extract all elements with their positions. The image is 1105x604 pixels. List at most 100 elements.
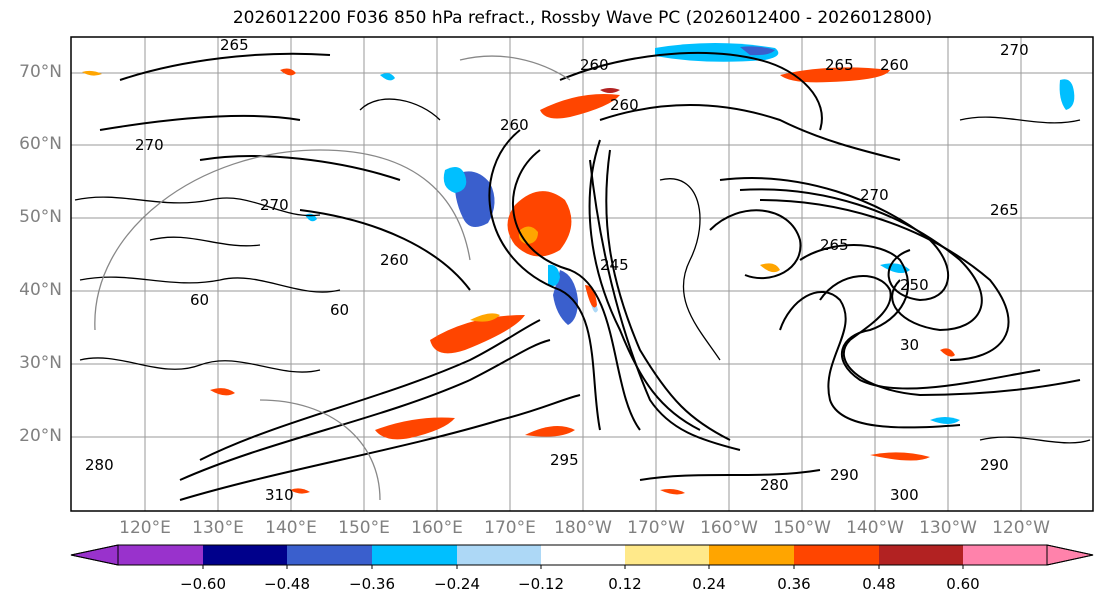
contour-line	[119, 52, 331, 81]
contour-value-label: 290	[830, 466, 859, 484]
contour-value-label: 270	[1000, 41, 1029, 59]
contour-value-label: 260	[500, 116, 529, 134]
contour-line	[511, 149, 641, 431]
shade-blue-blob	[553, 270, 578, 325]
contour-line	[79, 276, 341, 293]
colorbar-outline	[70, 544, 1094, 566]
contour-value-label: 270	[860, 186, 889, 204]
colorbar-segment	[625, 545, 709, 565]
shade-red-blob	[585, 285, 597, 308]
contour-line	[149, 236, 261, 247]
colorbar	[70, 544, 1094, 569]
shade-red-blob	[82, 70, 102, 76]
shade-blue-blob	[548, 264, 560, 286]
contour-value-label: 60	[330, 301, 349, 319]
shade-red-blob	[660, 489, 685, 495]
contour-line	[979, 436, 1091, 444]
colorbar-tick-label: −0.12	[518, 575, 564, 593]
latitude-label: 30°N	[19, 353, 62, 373]
shade-red-blob	[870, 452, 930, 461]
shade-red-blob	[940, 348, 955, 357]
colorbar-segment	[372, 545, 457, 565]
shade-blue-blob	[740, 46, 775, 56]
shade-blue-blob	[1059, 79, 1075, 110]
shade-red-blob	[780, 67, 890, 83]
shade-red-blob	[290, 488, 310, 494]
contour-value-label: 265	[220, 36, 249, 54]
longitude-label: 120°W	[992, 518, 1050, 538]
contour-line	[588, 139, 701, 431]
longitude-label: 170°W	[627, 518, 685, 538]
contour-value-label: 290	[980, 456, 1009, 474]
contour-value-label: 265	[825, 56, 854, 74]
graticule	[71, 37, 1093, 511]
longitude-label: 160°W	[700, 518, 758, 538]
contour-line	[719, 177, 949, 302]
contour-value-label: 260	[380, 251, 409, 269]
longitude-label: 140°W	[846, 518, 904, 538]
shade-blue-blob	[380, 73, 395, 81]
contour-value-label: 295	[550, 451, 579, 469]
contour-line	[199, 155, 401, 181]
contour-value-label: 265	[990, 201, 1019, 219]
shade-blue-blob	[443, 166, 467, 193]
contour-line	[559, 51, 823, 131]
contour-line	[179, 339, 551, 481]
contour-line	[639, 469, 821, 481]
latitude-label: 40°N	[19, 280, 62, 300]
contour-label-layer: 265 260 265 260 270 260 270 270 260 260 245 265 250 2…	[85, 36, 1029, 504]
map-title: 2026012200 F036 850 hPa refract., Rossby…	[232, 8, 933, 28]
longitude-label: 130°E	[192, 518, 244, 538]
colorbar-segment	[287, 545, 372, 565]
contour-line	[179, 394, 581, 501]
contour-line	[299, 209, 471, 291]
contour-line	[599, 104, 901, 161]
contours	[99, 51, 1081, 501]
contour-value-label: 30	[900, 336, 919, 354]
longitude-label: 130°W	[919, 518, 977, 538]
overlay-arc	[259, 399, 381, 501]
contour-line	[779, 290, 961, 429]
colorbar-tick-label: −0.36	[349, 575, 395, 593]
latitude-label: 50°N	[19, 207, 62, 227]
contour-value-label: 245	[600, 256, 629, 274]
colorbar-min-extension	[70, 544, 119, 566]
gray-overlay-arcs	[94, 55, 571, 501]
longitude-label: 170°E	[484, 518, 536, 538]
contour-value-label: 260	[610, 96, 639, 114]
colorbar-tick-label: 0.36	[777, 575, 811, 593]
contour-line	[659, 178, 721, 361]
colorbar-segment	[963, 545, 1047, 565]
longitude-label: 160°E	[411, 518, 463, 538]
colorbar-tick-label: −0.60	[180, 575, 226, 593]
contour-value-label: 280	[85, 456, 114, 474]
shade-red-blob	[540, 94, 620, 119]
shade-blue-blob	[930, 417, 960, 424]
contour-line	[819, 275, 1081, 397]
colorbar-segment	[879, 545, 963, 565]
contour-value-label: 260	[580, 56, 609, 74]
shaded-anomalies	[82, 43, 1075, 495]
shade-red-blob	[525, 426, 575, 437]
contour-value-label: 270	[135, 136, 164, 154]
colorbar-tick-label: −0.24	[434, 575, 480, 593]
contour-value-label: 265	[820, 236, 849, 254]
longitude-label: 120°E	[119, 518, 171, 538]
contour-line	[99, 114, 301, 131]
contour-line	[709, 209, 802, 280]
shade-red-blob	[470, 313, 500, 322]
shade-red-blob	[760, 263, 780, 273]
contour-line	[605, 149, 731, 441]
contour-line	[799, 244, 1041, 390]
contour-line	[488, 129, 601, 431]
colorbar-tick-label: 0.48	[862, 575, 896, 593]
colorbar-segment	[118, 545, 203, 565]
colorbar-segment	[203, 545, 287, 565]
contour-line	[359, 98, 441, 121]
shade-red-blob	[280, 68, 296, 76]
longitude-label: 140°E	[265, 518, 317, 538]
contour-value-label: 250	[900, 276, 929, 294]
contour-line	[739, 188, 983, 332]
colorbar-tick-label: 0.60	[946, 575, 980, 593]
